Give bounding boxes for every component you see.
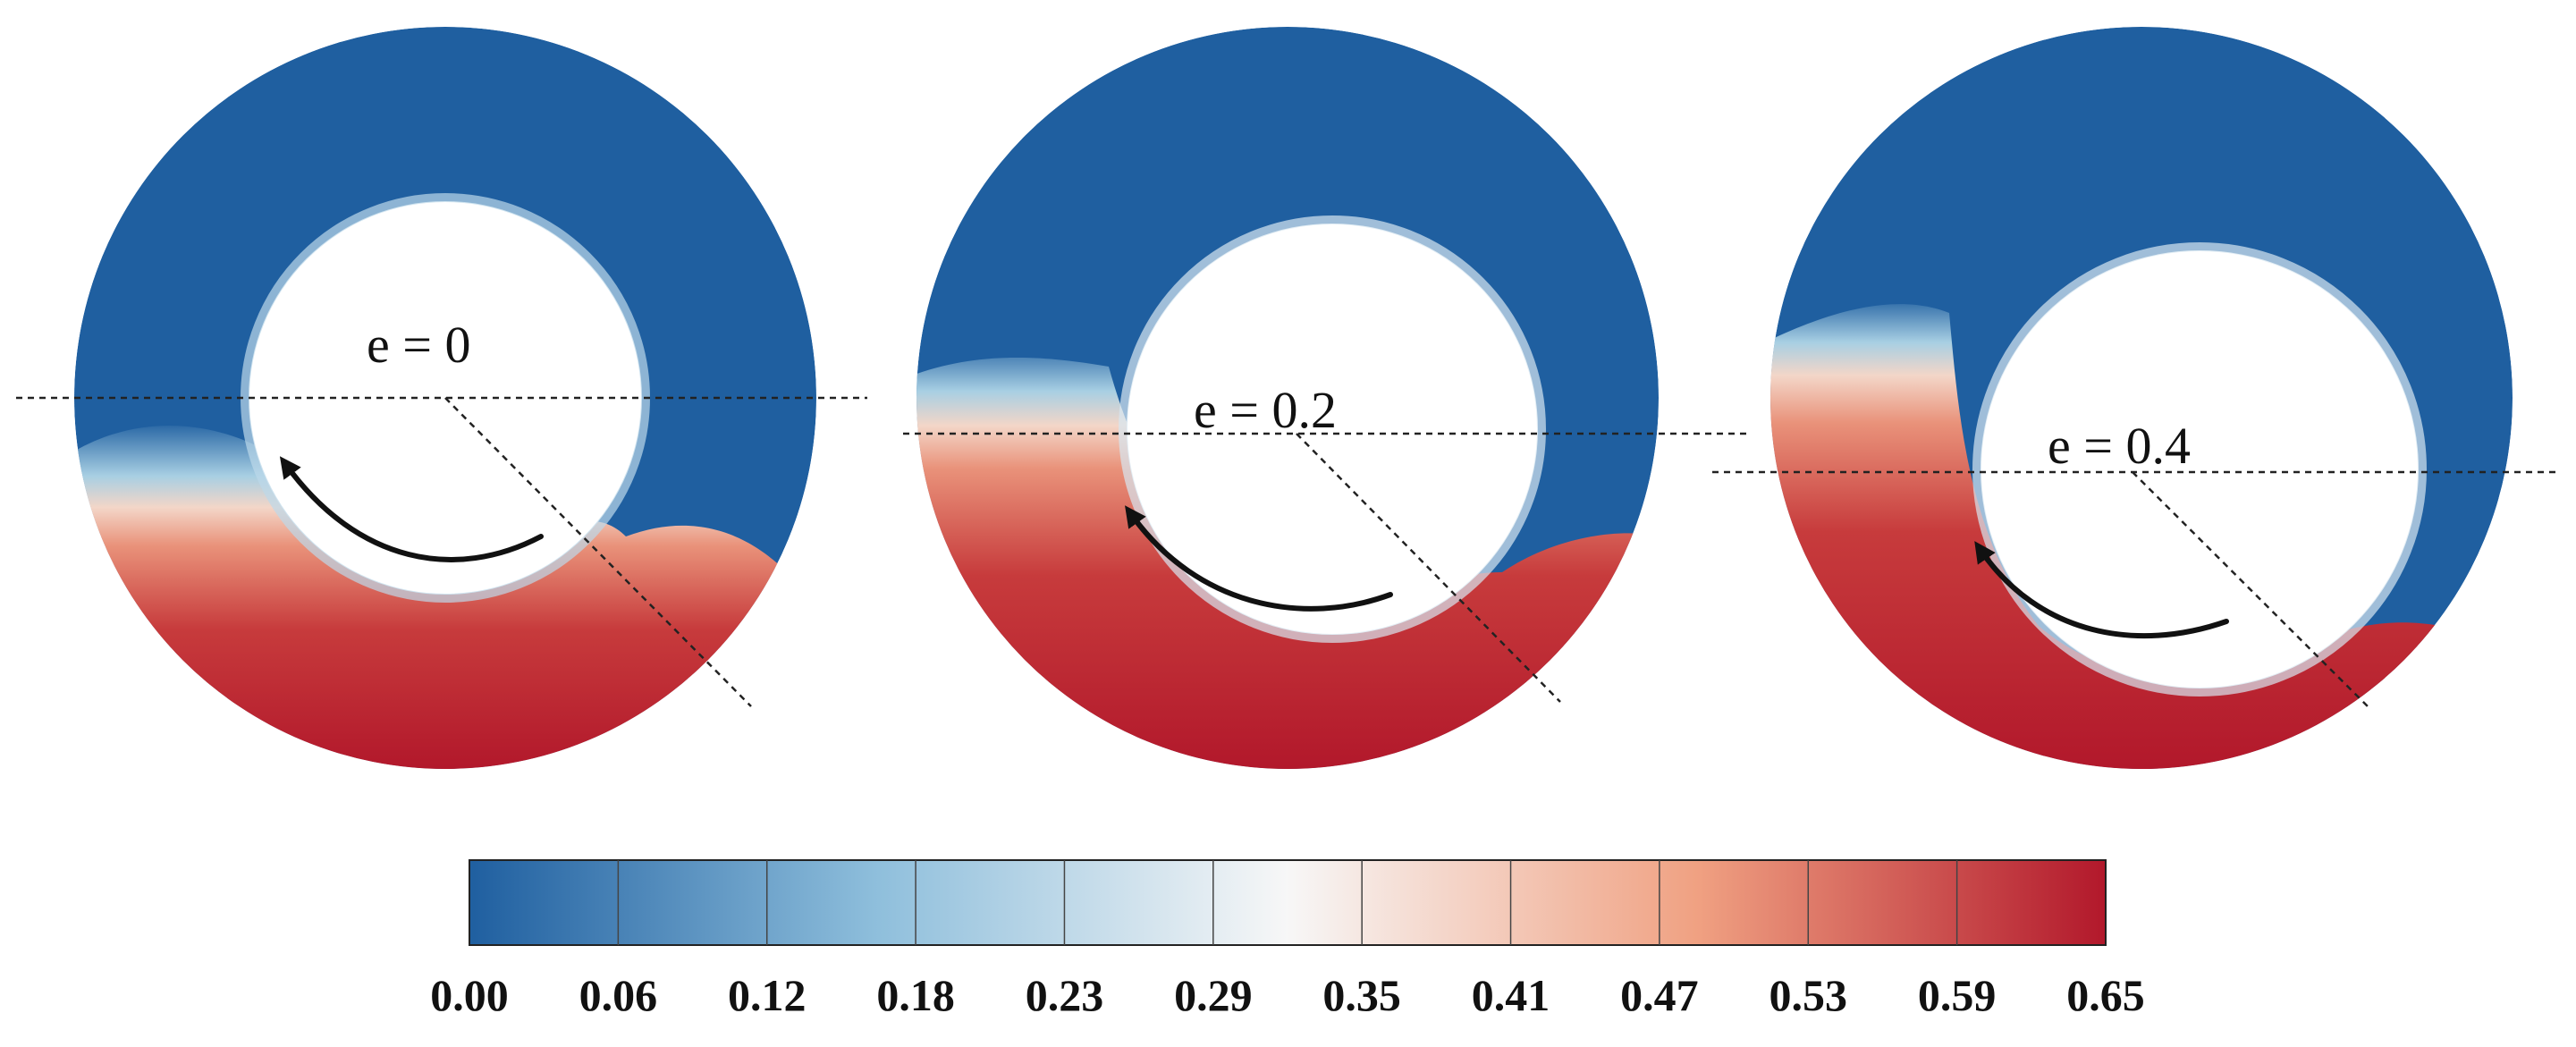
colorbar-dividers [617, 860, 1958, 945]
colorbar: 0.00 0.06 0.12 0.18 0.23 0.29 0.35 0.41 0.47 0.53… [430, 859, 2145, 1020]
colorbar-tick-label: 0.59 [1918, 970, 1997, 1020]
diagonal-reference-line [1296, 433, 1561, 703]
high-value-band [1770, 304, 2468, 769]
inner-boundary-layer [1119, 215, 1546, 643]
colorbar-tick-label: 0.23 [1026, 970, 1104, 1020]
panel-e02: e = 0.2 [903, 27, 1748, 769]
colorbar-tick-label: 0.65 [2066, 970, 2145, 1020]
colorbar-tick-label: 0.06 [579, 970, 658, 1020]
colorbar-tick-label: 0.12 [728, 970, 807, 1020]
rotation-arrow [1125, 505, 1393, 612]
colorbar-tick-label: 0.29 [1174, 970, 1253, 1020]
panel-label: e = 0.2 [1194, 381, 1337, 439]
colorbar-tick-label: 0.47 [1620, 970, 1699, 1020]
panel-e04: e = 0.4 [1712, 27, 2559, 769]
inner-boundary-layer [1972, 242, 2427, 697]
colorbar-tick-label: 0.00 [430, 970, 509, 1020]
inner-rotor [1981, 250, 2419, 688]
rotation-arrow [279, 456, 544, 562]
inner-rotor [1127, 224, 1538, 635]
colorbar-tick-labels: 0.00 0.06 0.12 0.18 0.23 0.29 0.35 0.41 0.47 0.53… [430, 970, 2145, 1020]
colorbar-tick-label: 0.18 [876, 970, 955, 1020]
panel-e0: e = 0 [16, 27, 867, 769]
colorbar-tick-label: 0.53 [1769, 970, 1848, 1020]
colorbar-tick-label: 0.41 [1472, 970, 1550, 1020]
diagonal-reference-line [2132, 471, 2370, 709]
colorbar-gradient [469, 859, 2107, 946]
rotation-arrow [1974, 541, 2229, 639]
panel-label: e = 0 [367, 316, 470, 374]
high-value-band [916, 358, 1659, 769]
diagonal-reference-line [444, 397, 752, 707]
panel-label: e = 0.4 [2048, 417, 2191, 475]
colorbar-tick-label: 0.35 [1322, 970, 1401, 1020]
